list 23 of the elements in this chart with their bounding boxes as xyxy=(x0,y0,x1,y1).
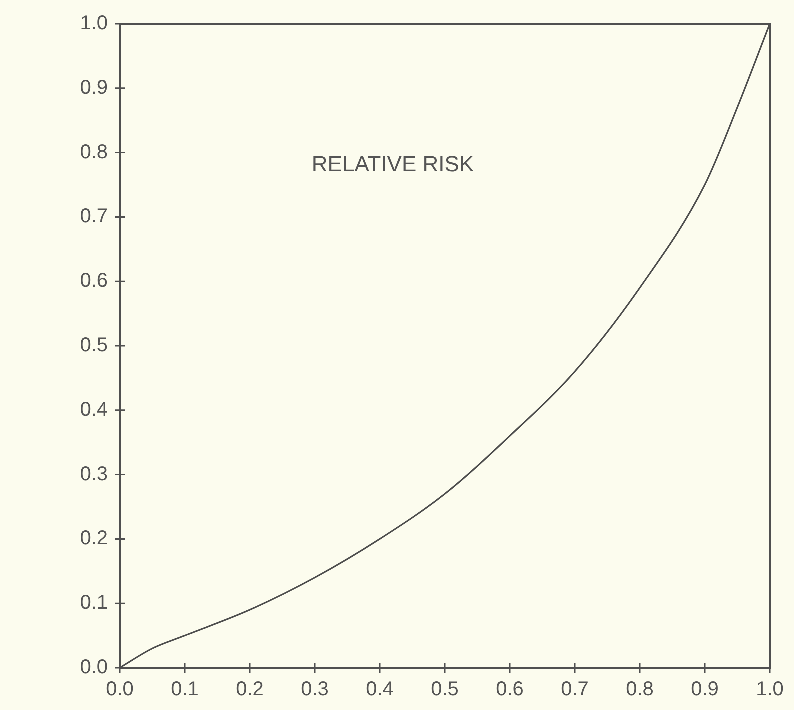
x-tick-label: 0.1 xyxy=(171,678,199,701)
y-tick-label: 0.9 xyxy=(80,76,108,99)
x-tick-label: 0.6 xyxy=(496,678,524,701)
y-tick-label: 0.7 xyxy=(80,206,108,228)
y-tick-label: 0.8 xyxy=(80,141,108,164)
y-tick-label: 1.0 xyxy=(80,12,108,35)
x-tick-label: 0.9 xyxy=(691,678,719,701)
x-tick-label: 0.3 xyxy=(301,678,329,701)
y-tick-label: 0.2 xyxy=(80,528,108,550)
text: RELATIVE RISK xyxy=(312,152,474,177)
y-tick-label: 0.5 xyxy=(80,334,108,357)
y-tick-label: 0.0 xyxy=(80,656,108,679)
y-tick-label: 0.6 xyxy=(80,270,108,292)
x-tick-label: 0.2 xyxy=(236,678,264,701)
x-tick-label: 0.4 xyxy=(366,678,394,701)
x-tick-label: 0.8 xyxy=(626,678,654,701)
y-tick-label: 0.4 xyxy=(80,398,108,421)
x-tick-label: 0.5 xyxy=(431,678,459,701)
x-tick-label: 0.0 xyxy=(106,678,134,701)
y-tick-label: 0.3 xyxy=(80,463,108,486)
y-tick-label: 0.1 xyxy=(80,592,108,614)
x-tick-label: 0.7 xyxy=(561,678,589,701)
x-tick-label: 1.0 xyxy=(756,678,784,701)
